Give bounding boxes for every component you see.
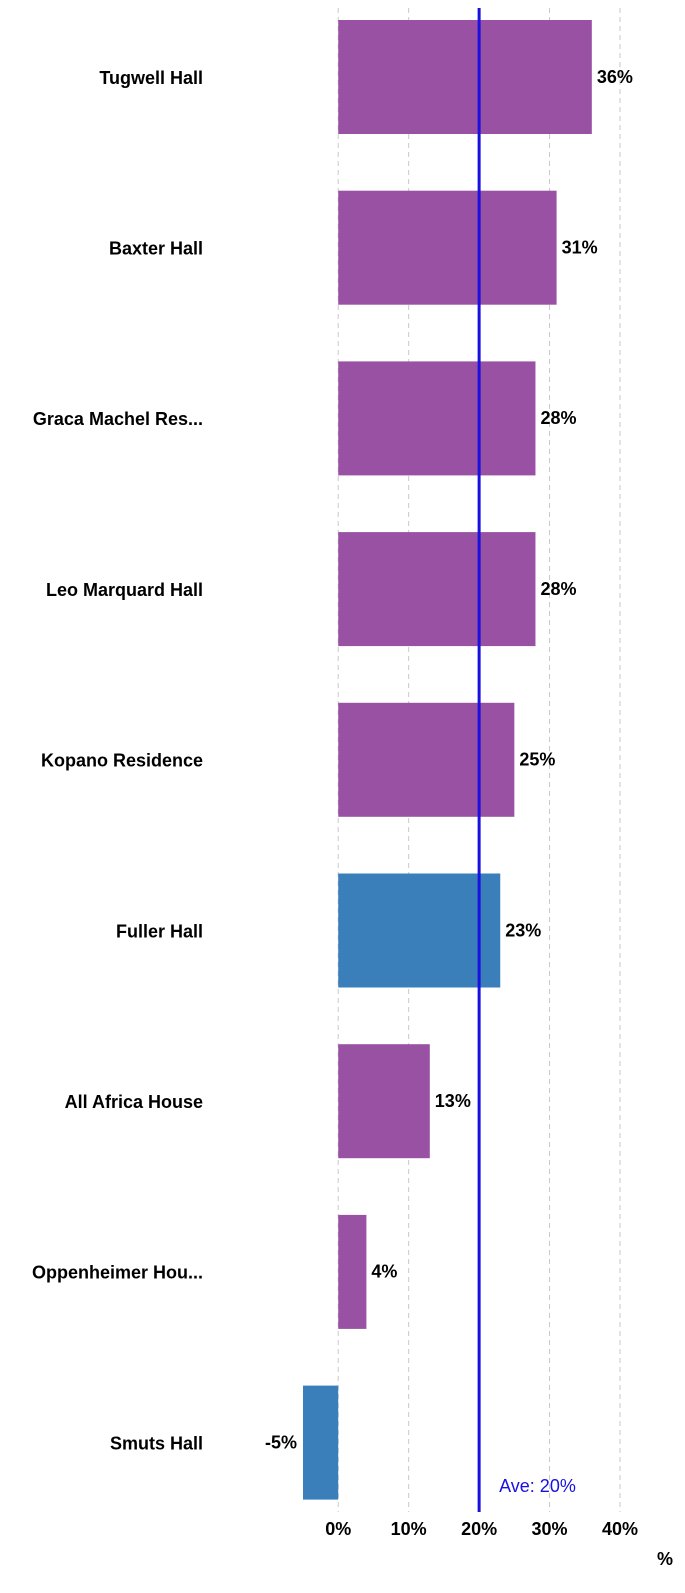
bar xyxy=(338,20,592,134)
data-label: 28% xyxy=(540,408,576,428)
y-tick-label: Graca Machel Res... xyxy=(33,409,203,429)
data-label: 25% xyxy=(519,750,555,770)
y-tick-label: Baxter Hall xyxy=(109,238,203,258)
x-tick-label: 30% xyxy=(532,1519,568,1539)
bar xyxy=(338,1044,430,1159)
x-tick-label: 40% xyxy=(602,1519,638,1539)
y-tick-label: Tugwell Hall xyxy=(99,68,203,88)
data-label: 13% xyxy=(435,1091,471,1111)
data-label: 4% xyxy=(371,1262,397,1282)
y-tick-label: Oppenheimer Hou... xyxy=(32,1263,203,1283)
y-tick-label: Leo Marquard Hall xyxy=(46,580,203,600)
data-label: 36% xyxy=(597,67,633,87)
bar xyxy=(338,190,557,305)
x-axis-label: % xyxy=(657,1549,673,1569)
y-tick-label: Smuts Hall xyxy=(110,1433,203,1453)
bar xyxy=(338,702,515,817)
x-tick-label: 10% xyxy=(391,1519,427,1539)
y-tick-label: Kopano Residence xyxy=(41,751,203,771)
y-tick-label: Fuller Hall xyxy=(116,921,203,941)
data-label: 23% xyxy=(505,920,541,940)
data-label: -5% xyxy=(265,1432,297,1452)
reference-label: Ave: 20% xyxy=(499,1476,576,1496)
data-label: 31% xyxy=(562,237,598,257)
bar xyxy=(338,532,536,647)
y-tick-label: All Africa House xyxy=(65,1092,203,1112)
data-label: 28% xyxy=(540,579,576,599)
bar xyxy=(338,873,501,988)
x-tick-label: 0% xyxy=(325,1519,351,1539)
bar xyxy=(338,361,536,476)
x-tick-label: 20% xyxy=(461,1519,497,1539)
bar xyxy=(303,1385,339,1500)
bar xyxy=(338,1214,367,1329)
